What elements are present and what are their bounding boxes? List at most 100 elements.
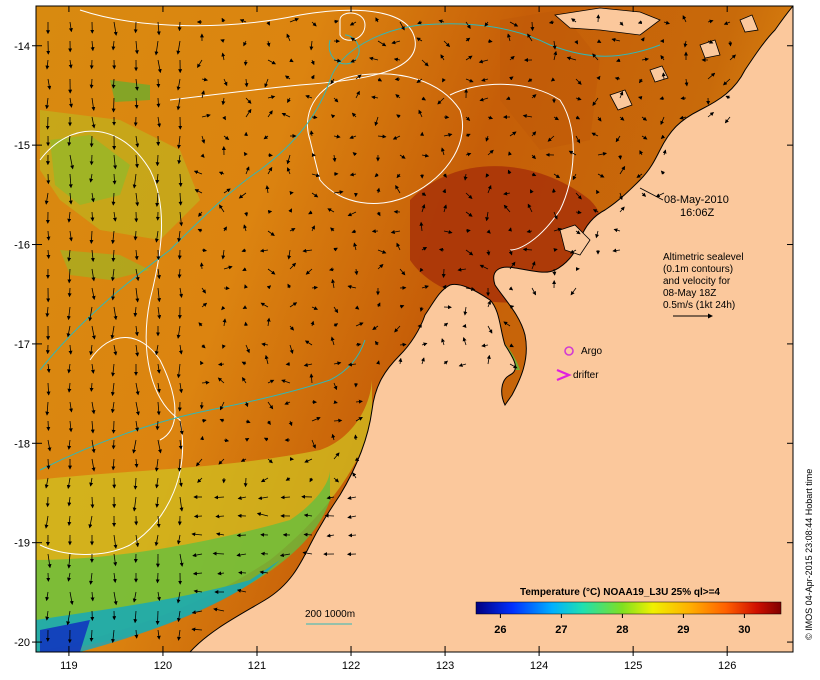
velocity-arrow (155, 420, 160, 431)
velocity-arrow (354, 305, 360, 310)
velocity-arrow (289, 228, 296, 232)
velocity-arrow (303, 513, 313, 518)
velocity-arrow (285, 476, 291, 481)
velocity-arrow (223, 78, 228, 87)
velocity-arrow (91, 287, 96, 300)
velocity-arrow (304, 340, 313, 346)
velocity-arrow (399, 268, 406, 276)
velocity-arrow (636, 173, 643, 178)
velocity-arrow (309, 40, 314, 51)
velocity-arrow (396, 242, 401, 251)
velocity-arrow (176, 135, 181, 149)
velocity-arrow (135, 192, 140, 207)
velocity-arrow (660, 54, 665, 61)
velocity-arrow (223, 265, 233, 270)
velocity-arrow (156, 401, 161, 416)
velocity-arrow (419, 221, 424, 232)
velocity-arrow (201, 90, 205, 99)
velocity-arrow (333, 58, 342, 63)
velocity-arrow (392, 135, 401, 140)
lat-tick-label: -15 (14, 140, 30, 152)
velocity-arrow (260, 302, 269, 308)
velocity-arrow (507, 33, 511, 42)
velocity-arrow (215, 514, 225, 519)
velocity-arrow (66, 306, 71, 321)
velocity-arrow (289, 262, 297, 270)
velocity-arrow (707, 19, 714, 24)
velocity-arrow (154, 458, 159, 472)
lon-tick-label: 126 (718, 660, 736, 672)
velocity-arrow (396, 173, 401, 179)
velocity-arrow (575, 210, 582, 215)
velocity-arrow (552, 40, 557, 50)
velocity-arrow (265, 185, 270, 194)
velocity-arrow (505, 96, 511, 100)
velocity-arrow (110, 401, 115, 414)
velocity-arrow (89, 382, 94, 392)
velocity-arrow (89, 477, 94, 487)
velocity-arrow (156, 382, 161, 393)
velocity-arrow (286, 154, 291, 165)
velocity-arrow (218, 458, 225, 465)
velocity-arrow (527, 203, 533, 213)
velocity-arrow (311, 285, 318, 290)
velocity-arrow (485, 135, 490, 142)
velocity-arrow (68, 21, 73, 33)
velocity-arrow (591, 132, 599, 137)
velocity-arrow (47, 439, 52, 452)
velocity-arrow (288, 420, 293, 427)
velocity-arrow (571, 18, 577, 23)
velocity-arrow (111, 458, 116, 471)
bathymetry-contour (39, 339, 366, 471)
date-pointer (639, 187, 664, 201)
velocity-arrow (241, 361, 247, 366)
colorbar-title: Temperature (°C) NOAA19_L3U 25% ql>=4 (520, 587, 720, 598)
velocity-arrow (222, 318, 227, 327)
velocity-arrow (660, 170, 666, 175)
coastal-cool-band (36, 560, 280, 652)
velocity-arrow (134, 458, 139, 468)
velocity-arrow (67, 496, 72, 507)
velocity-arrow (377, 77, 383, 82)
velocity-arrow (46, 382, 51, 396)
velocity-arrow (46, 458, 51, 470)
lat-tick-label: -20 (14, 637, 30, 649)
velocity-arrow (371, 95, 379, 100)
velocity-arrow (421, 59, 429, 67)
velocity-arrow (66, 610, 71, 626)
velocity-arrow (725, 95, 731, 100)
velocity-arrow (245, 97, 252, 104)
velocity-arrow (91, 458, 96, 472)
velocity-arrow (266, 21, 270, 26)
colorbar-tick-label: 30 (738, 624, 750, 636)
velocity-arrow (355, 322, 364, 327)
velocity-arrow (508, 151, 512, 156)
velocity-arrow (67, 439, 72, 450)
velocity-arrow (176, 534, 181, 545)
image-date: 08-May-2010 (664, 194, 729, 206)
velocity-arrow (333, 361, 342, 366)
velocity-arrow (222, 115, 226, 121)
velocity-arrow (463, 173, 468, 181)
axis-ticks: 119 120 121 122 123 124 125 126 -14 -15 -16 -17 -18 -… (14, 6, 793, 672)
velocity-arrow (465, 287, 476, 291)
velocity-arrow (201, 418, 207, 423)
velocity-arrow (354, 268, 359, 276)
velocity-arrow (67, 515, 72, 526)
velocity-arrow (465, 249, 474, 256)
velocity-arrow (333, 418, 343, 423)
velocity-arrow (333, 382, 338, 391)
velocity-arrow (619, 192, 623, 201)
velocity-arrow (245, 166, 250, 175)
velocity-arrow (195, 458, 203, 467)
velocity-arrow (618, 154, 623, 160)
velocity-arrow (355, 416, 363, 422)
velocity-arrow (113, 154, 118, 170)
velocity-arrow (89, 344, 94, 356)
velocity-arrow (192, 571, 203, 576)
velocity-arrow (244, 401, 249, 408)
velocity-arrow (156, 363, 161, 374)
velocity-arrow (267, 379, 275, 384)
velocity-arrow (91, 116, 96, 129)
velocity-arrow (236, 588, 247, 593)
